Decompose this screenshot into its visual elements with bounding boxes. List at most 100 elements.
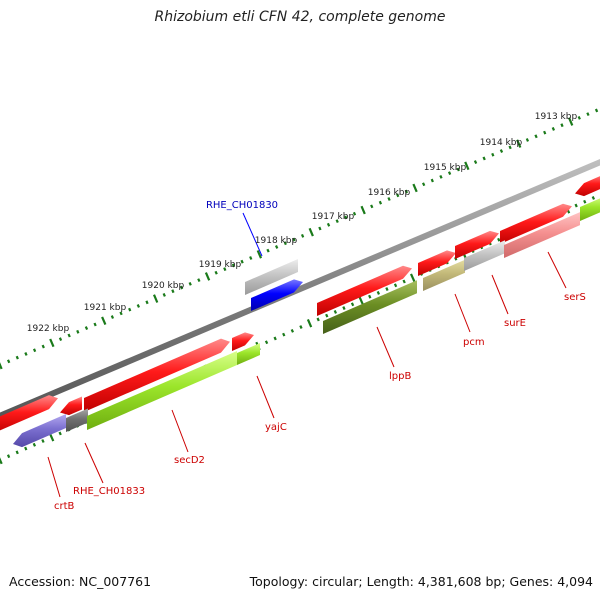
gene-forward[interactable] bbox=[418, 250, 456, 276]
tick-label: 1917 kbp bbox=[312, 212, 355, 222]
outer-tick-mark bbox=[439, 174, 443, 179]
leader-secD2 bbox=[171, 409, 189, 453]
inner-tick-mark bbox=[58, 431, 62, 436]
outer-tick-mark bbox=[318, 226, 322, 231]
outer-tick-mark bbox=[214, 270, 218, 275]
inner-tick-mark bbox=[591, 196, 596, 200]
outer-tick-mark bbox=[473, 160, 478, 165]
inner-tick-mark bbox=[41, 439, 45, 443]
inner-tick-mark bbox=[273, 336, 277, 341]
tick-label: 1913 kbp bbox=[535, 112, 578, 122]
gene-forward[interactable] bbox=[60, 396, 82, 416]
gene-forward[interactable] bbox=[500, 203, 572, 244]
outer-tick-mark bbox=[145, 300, 149, 305]
outer-tick-mark bbox=[352, 211, 357, 216]
inner-tick-mark bbox=[350, 302, 355, 307]
inner-tick-mark bbox=[6, 454, 11, 459]
gene-surE[interactable] bbox=[464, 240, 505, 271]
label-layer: 1913 kbp 1914 kbp 1915 kbp 1916 kbp 1917 kbp… bbox=[27, 112, 586, 512]
inner-tick-mark bbox=[264, 340, 269, 345]
inner-tick-mark bbox=[583, 199, 587, 204]
inner-tick-mark bbox=[299, 325, 303, 329]
gene-crtB[interactable] bbox=[13, 414, 66, 448]
gene-lppB[interactable] bbox=[323, 280, 417, 334]
outer-tick-mark bbox=[188, 281, 192, 286]
outer-tick-mark bbox=[447, 171, 452, 176]
inner-tick-mark bbox=[409, 273, 416, 283]
inner-tick-mark bbox=[32, 442, 37, 447]
outer-tick-mark bbox=[308, 227, 314, 237]
outer-tick-mark bbox=[577, 115, 581, 120]
inner-tick-mark bbox=[15, 450, 19, 455]
gene-secD2[interactable] bbox=[87, 351, 237, 430]
gene-yajC[interactable] bbox=[237, 343, 260, 365]
outer-tick-mark bbox=[152, 294, 159, 303]
outer-tick-mark bbox=[197, 278, 201, 283]
outer-tick-mark bbox=[516, 139, 522, 148]
gene-forward[interactable] bbox=[0, 395, 58, 433]
inner-tick-mark bbox=[385, 287, 389, 292]
label-rhe-ch01833: RHE_CH01833 bbox=[73, 486, 145, 497]
label-surE: surE bbox=[504, 318, 526, 329]
tick-label: 1916 kbp bbox=[368, 188, 411, 198]
gene-serS[interactable] bbox=[504, 212, 580, 258]
outer-tick-mark bbox=[171, 289, 175, 294]
outer-tick-mark bbox=[430, 178, 434, 183]
outer-tick-mark bbox=[508, 145, 512, 150]
outer-tick-mark bbox=[534, 134, 538, 139]
outer-tick-mark bbox=[586, 112, 590, 117]
gene-forward[interactable] bbox=[232, 332, 254, 351]
outer-tick-mark bbox=[326, 222, 331, 227]
leader-rhe-ch01830 bbox=[242, 212, 263, 257]
inner-tick-mark bbox=[497, 237, 501, 242]
outer-tick-mark bbox=[499, 149, 504, 153]
leader-lines bbox=[47, 212, 567, 498]
gene-pcm[interactable] bbox=[423, 259, 465, 291]
gene-forward[interactable] bbox=[455, 230, 499, 259]
outer-tick-mark bbox=[6, 359, 11, 364]
inner-tick-mark bbox=[24, 446, 28, 451]
outer-tick-mark bbox=[464, 161, 470, 171]
accession-text: Accession: NC_007761 bbox=[9, 574, 152, 589]
outer-tick-mark bbox=[101, 316, 107, 326]
outer-tick-mark bbox=[162, 292, 166, 297]
outer-tick-mark bbox=[292, 237, 296, 242]
gene-forward[interactable] bbox=[317, 265, 412, 316]
outer-tick-mark bbox=[240, 259, 244, 264]
map-title: Rhizobium etli CFN 42, complete genome bbox=[154, 9, 446, 25]
outer-tick-mark bbox=[256, 250, 263, 259]
tick-label: 1920 kbp bbox=[142, 281, 185, 291]
tick-label: 1914 kbp bbox=[480, 138, 523, 148]
outer-tick-mark bbox=[0, 362, 3, 370]
outer-tick-mark bbox=[370, 204, 374, 209]
outer-tick-mark bbox=[560, 123, 564, 128]
outer-tick-mark bbox=[482, 156, 486, 161]
leader-crtB bbox=[47, 456, 61, 498]
leader-lppB bbox=[376, 326, 395, 368]
tick-label: 1915 kbp bbox=[424, 163, 467, 173]
outer-tick-mark bbox=[335, 219, 339, 224]
gene-forward[interactable] bbox=[84, 338, 230, 412]
outer-tick-mark bbox=[128, 307, 132, 312]
outer-tick-mark bbox=[396, 193, 400, 198]
outer-tick-mark bbox=[58, 337, 63, 342]
leader-pcm bbox=[454, 293, 471, 333]
outer-tick-mark bbox=[84, 326, 89, 331]
outer-tick-mark bbox=[249, 256, 253, 260]
gene-reverse[interactable] bbox=[580, 196, 600, 221]
outer-tick-mark bbox=[551, 126, 556, 131]
outer-tick-mark bbox=[344, 215, 348, 220]
outer-tick-mark bbox=[49, 338, 55, 348]
outer-tick-mark bbox=[300, 233, 305, 238]
gene-forward[interactable] bbox=[575, 174, 600, 197]
inner-tick-mark bbox=[358, 296, 364, 305]
leader-yajC bbox=[256, 375, 275, 419]
gene-rhe-ch01830[interactable] bbox=[251, 279, 303, 311]
label-pcm: pcm bbox=[463, 337, 485, 348]
gene-rhe-ch01833[interactable] bbox=[66, 408, 88, 432]
inner-tick-mark bbox=[393, 283, 398, 288]
outer-tick-mark bbox=[136, 304, 141, 308]
outer-tick-mark bbox=[378, 200, 383, 205]
